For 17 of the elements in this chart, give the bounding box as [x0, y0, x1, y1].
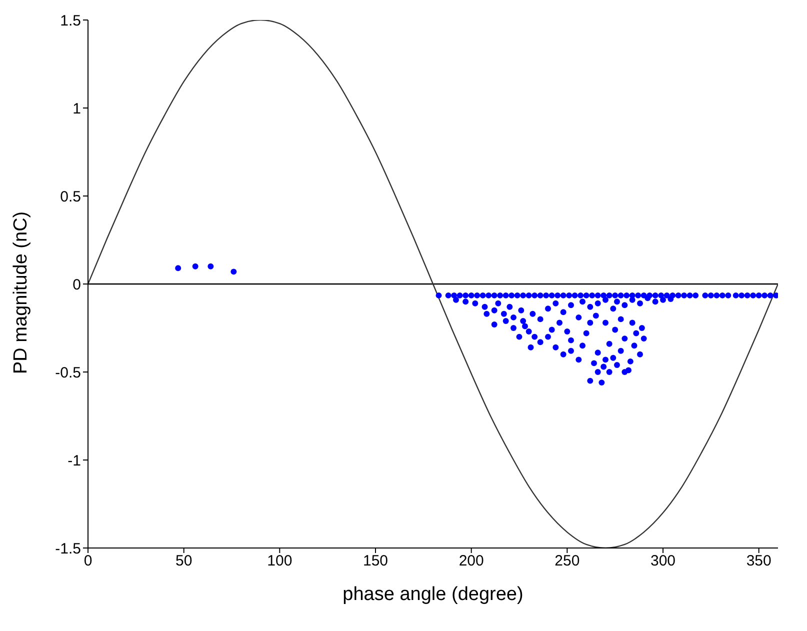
y-tick-label: -1.5	[55, 540, 81, 558]
x-tick-label: 0	[84, 552, 92, 570]
y-tick-label: 0	[72, 276, 81, 294]
x-tick-label: 100	[267, 552, 292, 570]
y-tick-label: 1.5	[60, 12, 81, 30]
y-tick-label: -0.5	[55, 364, 81, 382]
x-axis-title: phase angle (degree)	[342, 584, 524, 605]
y-tick-label: 1	[72, 100, 81, 118]
y-tick-label: -1	[68, 452, 81, 470]
y-axis-title: PD magnitude (nC)	[10, 211, 32, 374]
x-tick-label: 250	[554, 552, 580, 570]
x-tick-label: 50	[175, 552, 192, 570]
x-tick-label: 150	[362, 552, 388, 570]
x-tick-label: 300	[650, 552, 676, 570]
x-tick-label: 350	[746, 552, 772, 570]
y-tick-label: 0.5	[60, 188, 81, 206]
x-tick-label: 200	[458, 552, 484, 570]
